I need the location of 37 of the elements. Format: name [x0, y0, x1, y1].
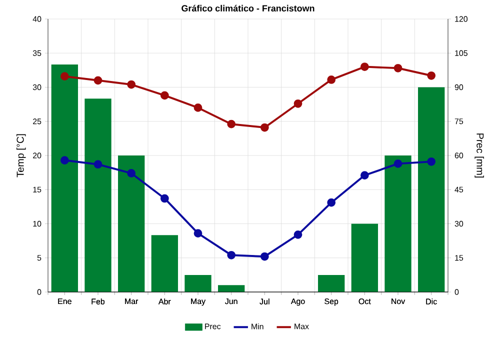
point: [60, 72, 69, 81]
bar: [184, 274, 212, 292]
point: [127, 80, 136, 89]
point: [327, 198, 336, 207]
y-axis-title: Temp [°C]: [16, 134, 26, 178]
bar: [118, 155, 145, 292]
bar: [384, 155, 412, 292]
point: [94, 76, 102, 85]
point: [360, 171, 369, 180]
point: [94, 160, 102, 169]
bar: [418, 87, 445, 292]
point: [260, 252, 269, 261]
y2-axis-title: Prec [mm]: [474, 134, 484, 178]
bar: [84, 98, 112, 292]
point: [260, 123, 269, 132]
bar: [318, 274, 345, 292]
point: [227, 250, 236, 260]
point: [360, 62, 369, 71]
point: [194, 104, 202, 112]
bar: [51, 64, 78, 292]
point: [327, 76, 336, 84]
point: [427, 71, 436, 80]
bar: [151, 235, 178, 292]
point: [294, 99, 302, 108]
point: [160, 91, 169, 100]
point: [227, 120, 236, 128]
bar: [351, 224, 378, 292]
point: [127, 169, 136, 178]
point: [194, 229, 202, 238]
point: [60, 156, 69, 164]
point: [394, 64, 402, 72]
point: [294, 230, 302, 239]
chart-title: Gráfico climático - Francistown: [182, 4, 314, 12]
bar: [218, 285, 245, 292]
point: [394, 160, 402, 168]
point: [427, 157, 436, 166]
point: [160, 194, 169, 203]
